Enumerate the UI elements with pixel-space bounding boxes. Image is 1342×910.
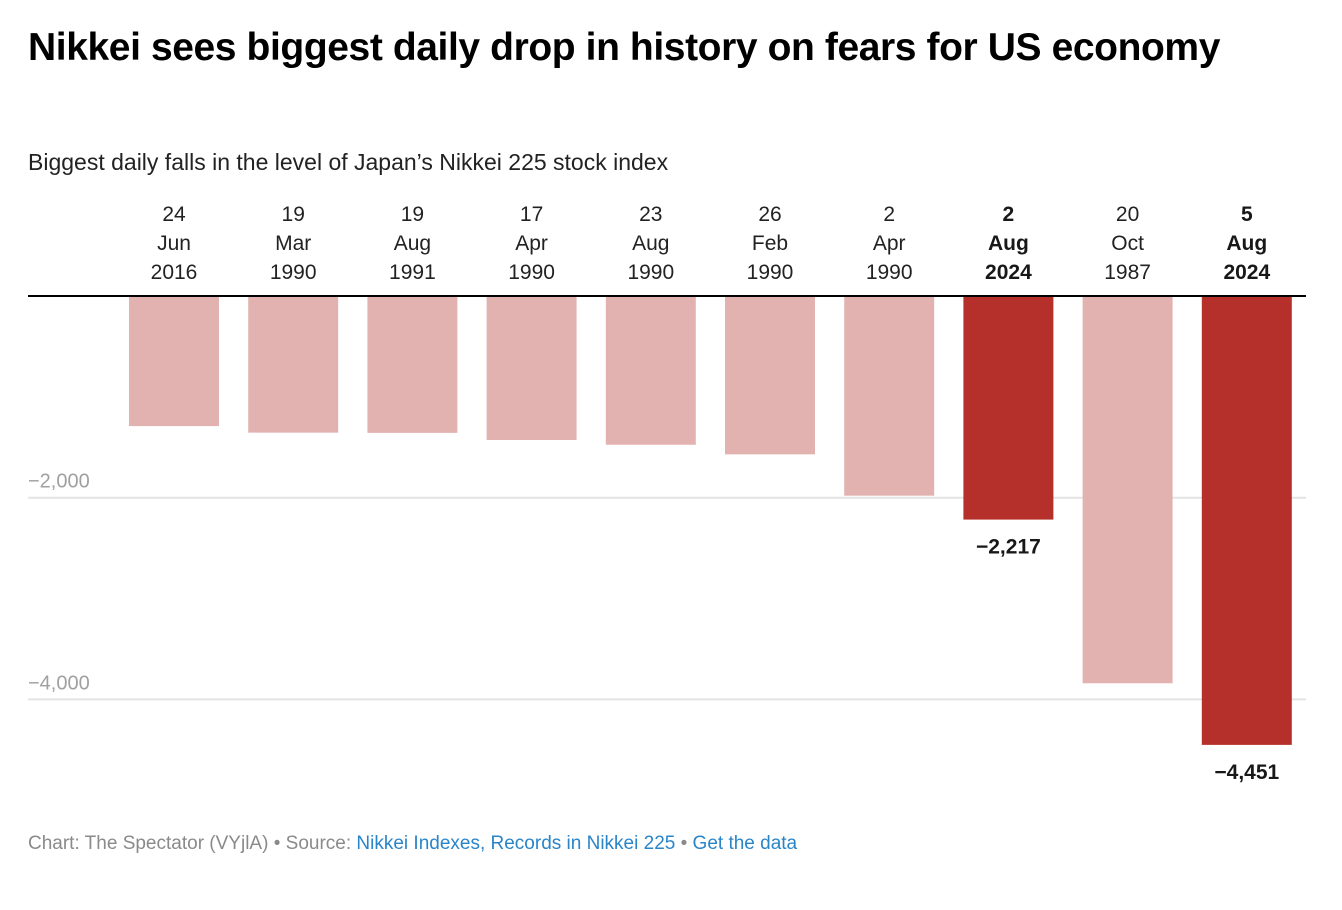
x-tick-label: 17 (520, 203, 543, 226)
x-tick-label: 2024 (1223, 261, 1270, 284)
data-label: −4,451 (1214, 761, 1279, 784)
x-tick-label: 2016 (151, 261, 198, 284)
chart-subtitle: Biggest daily falls in the level of Japa… (28, 149, 669, 175)
x-tick-label: 2 (883, 203, 895, 226)
x-tick-label: 1990 (866, 261, 913, 284)
x-tick-label: 2024 (985, 261, 1032, 284)
x-tick-label: 23 (639, 203, 662, 226)
x-tick-label: Aug (632, 232, 669, 255)
x-tick-label: Aug (1226, 232, 1267, 255)
x-tick-label: 24 (162, 203, 186, 226)
data-label: −2,217 (976, 536, 1041, 559)
x-tick-label: 20 (1116, 203, 1139, 226)
x-tick-label: Feb (752, 232, 788, 255)
x-tick-label: Jun (157, 232, 191, 255)
x-tick-label: Aug (394, 232, 431, 255)
y-axis-labels: −2,000 −4,000 (28, 471, 90, 695)
x-tick-label: Oct (1111, 232, 1144, 255)
chart-title: Nikkei sees biggest daily drop in histor… (28, 26, 1220, 69)
bar (725, 296, 815, 455)
footer-separator: • (675, 833, 693, 854)
x-tick-label: 1987 (1104, 261, 1151, 284)
bar (248, 296, 339, 433)
bar (1201, 296, 1292, 745)
data-labels: −2,217 −4,451 (976, 536, 1280, 784)
source-link[interactable]: Nikkei Indexes, Records in Nikkei 225 (356, 833, 676, 854)
x-tick-label: 19 (282, 203, 305, 226)
bar (486, 296, 577, 441)
footer-separator: • (268, 833, 286, 854)
source-prefix: Source: (285, 833, 357, 854)
x-tick-label: 1991 (389, 261, 436, 284)
x-axis-labels: 24 Jun 2016 19 Mar 1990 19 Aug 1991 17 Apr 1990 23 Au… (151, 203, 1271, 284)
bar (129, 296, 219, 427)
x-tick-label: 5 (1241, 203, 1253, 226)
chart-credit: Chart: The Spectator (VYjlA) (28, 833, 269, 854)
chart-footer: Chart: The Spectator (VYjlA) • Source: N… (28, 831, 797, 857)
y-tick-label: −4,000 (28, 672, 90, 694)
bars (129, 296, 1292, 745)
x-tick-label: Apr (873, 232, 906, 255)
x-tick-label: 1990 (747, 261, 794, 284)
bar (963, 296, 1054, 520)
y-tick-label: −2,000 (28, 471, 90, 493)
x-tick-label: Apr (515, 232, 548, 255)
x-tick-label: 26 (758, 203, 781, 226)
get-the-data-link[interactable]: Get the data (692, 833, 798, 854)
x-tick-label: Mar (275, 232, 311, 255)
x-tick-label: 2 (1003, 203, 1015, 226)
bar (844, 296, 935, 496)
bar (1082, 296, 1173, 684)
x-tick-label: 1990 (508, 261, 555, 284)
bar-chart: 24 Jun 2016 19 Mar 1990 19 Aug 1991 17 Apr 1990 23 Au… (28, 203, 1306, 784)
x-tick-label: Aug (988, 232, 1029, 255)
x-tick-label: 1990 (627, 261, 674, 284)
bar (367, 296, 458, 433)
bar (605, 296, 696, 445)
x-tick-label: 1990 (270, 261, 317, 284)
x-tick-label: 19 (401, 203, 424, 226)
